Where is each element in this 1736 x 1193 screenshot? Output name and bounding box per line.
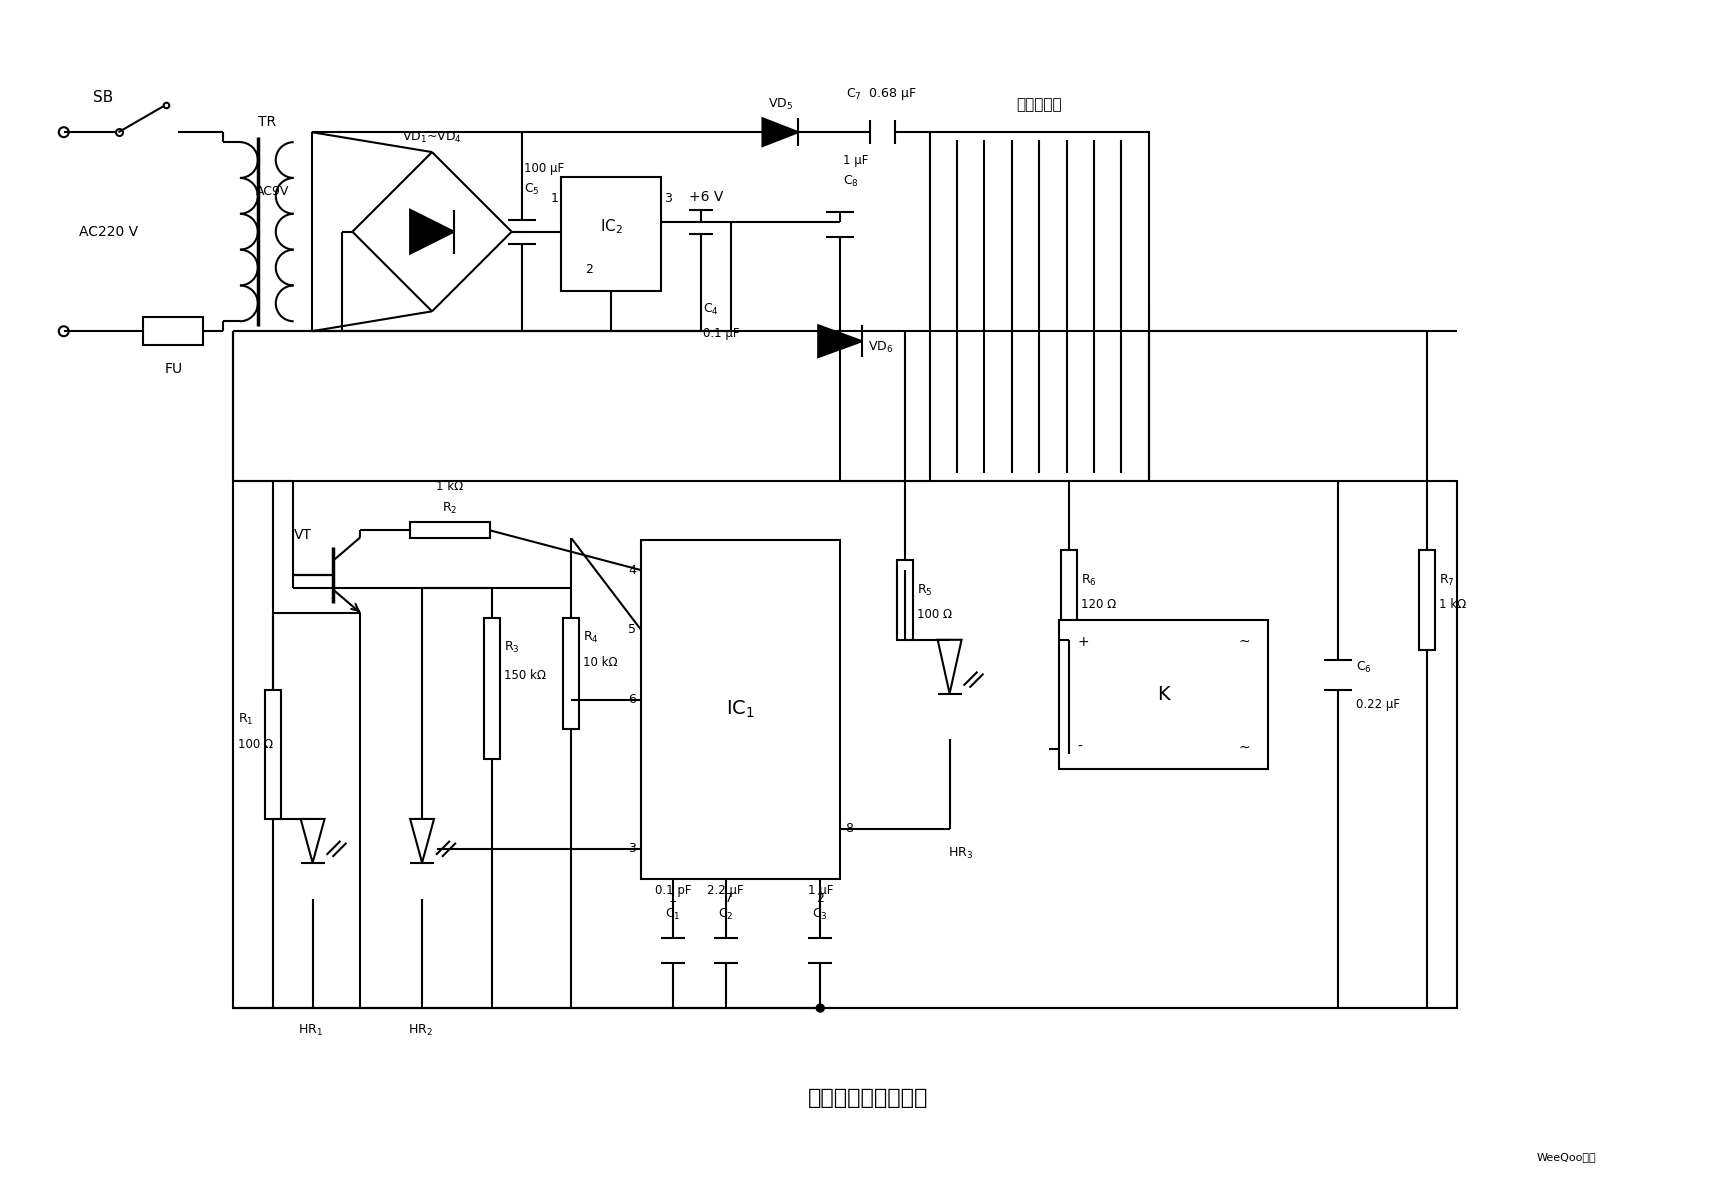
Text: 1 kΩ: 1 kΩ: [1439, 599, 1467, 612]
Text: 150 kΩ: 150 kΩ: [503, 669, 545, 682]
Text: HR$_2$: HR$_2$: [408, 1022, 432, 1038]
Text: R$_4$: R$_4$: [583, 630, 599, 645]
Bar: [144, 317, 203, 345]
Text: HR$_3$: HR$_3$: [948, 846, 972, 861]
Text: 8: 8: [845, 822, 852, 835]
Text: R$_6$: R$_6$: [1082, 573, 1097, 588]
Text: 7: 7: [724, 892, 733, 905]
Bar: [930, 132, 1149, 481]
Text: 1 kΩ: 1 kΩ: [436, 480, 464, 493]
Text: FU: FU: [165, 361, 182, 376]
Bar: [564, 618, 580, 729]
Text: 6: 6: [628, 693, 635, 706]
Text: R$_3$: R$_3$: [503, 641, 519, 655]
Polygon shape: [762, 118, 799, 146]
Text: VT: VT: [293, 528, 312, 543]
Text: 5: 5: [628, 624, 635, 636]
Text: R$_1$: R$_1$: [238, 712, 253, 727]
Circle shape: [816, 1005, 825, 1012]
Text: 电压放电网: 电压放电网: [1016, 97, 1062, 112]
Bar: [484, 618, 500, 759]
Text: VD$_1$~VD$_4$: VD$_1$~VD$_4$: [403, 130, 462, 144]
Text: C$_4$: C$_4$: [703, 302, 719, 317]
Text: 10 kΩ: 10 kΩ: [583, 656, 618, 669]
Text: C$_6$: C$_6$: [1356, 660, 1371, 675]
Text: R$_7$: R$_7$: [1439, 573, 1455, 588]
Text: C$_1$: C$_1$: [665, 907, 681, 922]
Text: IC$_1$: IC$_1$: [726, 699, 755, 721]
Bar: [1059, 620, 1267, 769]
Polygon shape: [818, 326, 863, 357]
Text: VD$_5$: VD$_5$: [767, 97, 793, 112]
Bar: [561, 177, 661, 291]
Text: VD$_6$: VD$_6$: [868, 340, 894, 354]
Text: 120 Ω: 120 Ω: [1082, 599, 1116, 612]
Text: 2: 2: [816, 892, 825, 905]
Text: ~: ~: [1238, 741, 1250, 754]
Bar: [233, 481, 1457, 1008]
Text: C$_3$: C$_3$: [812, 907, 828, 922]
Text: 3: 3: [663, 192, 672, 205]
Text: WeeQoo维库: WeeQoo维库: [1536, 1152, 1597, 1162]
Text: 3: 3: [628, 842, 635, 855]
Bar: [641, 540, 840, 879]
Text: TR: TR: [259, 116, 276, 129]
Text: -: -: [1076, 741, 1082, 754]
Text: AC9V: AC9V: [257, 185, 290, 198]
Text: 1: 1: [550, 192, 559, 205]
Text: 100 Ω: 100 Ω: [238, 737, 273, 750]
Text: 电子灭鼠器电路原理: 电子灭鼠器电路原理: [807, 1088, 929, 1107]
Bar: [410, 523, 490, 538]
Text: 1 μF: 1 μF: [807, 884, 833, 897]
Text: 100 μF: 100 μF: [524, 161, 564, 174]
Text: 4: 4: [628, 563, 635, 576]
Text: R$_5$: R$_5$: [917, 582, 932, 598]
Text: C$_5$: C$_5$: [524, 183, 540, 198]
Text: 2: 2: [585, 262, 594, 276]
Text: 0.1 μF: 0.1 μF: [703, 327, 740, 340]
Text: AC220 V: AC220 V: [78, 224, 137, 239]
Text: C$_7$  0.68 μF: C$_7$ 0.68 μF: [847, 86, 917, 103]
Text: K: K: [1158, 685, 1170, 704]
Text: 0.1 pF: 0.1 pF: [654, 884, 691, 897]
Text: 1: 1: [668, 892, 677, 905]
Text: 100 Ω: 100 Ω: [917, 608, 951, 622]
Bar: [898, 561, 913, 639]
Polygon shape: [410, 210, 453, 254]
Text: HR$_1$: HR$_1$: [299, 1022, 323, 1038]
Text: C$_8$: C$_8$: [844, 174, 859, 190]
Text: 0.22 μF: 0.22 μF: [1356, 698, 1399, 711]
Bar: [1061, 550, 1076, 639]
Bar: [266, 690, 281, 818]
Text: ~: ~: [1238, 635, 1250, 649]
Text: IC$_2$: IC$_2$: [599, 217, 623, 235]
Text: +6 V: +6 V: [689, 190, 722, 204]
Bar: [1420, 550, 1436, 650]
Text: SB: SB: [94, 89, 113, 105]
Text: R$_2$: R$_2$: [443, 501, 458, 515]
Text: +: +: [1076, 635, 1088, 649]
Text: 2.2 μF: 2.2 μF: [707, 884, 745, 897]
Text: 1 μF: 1 μF: [844, 154, 868, 167]
Text: C$_2$: C$_2$: [719, 907, 733, 922]
